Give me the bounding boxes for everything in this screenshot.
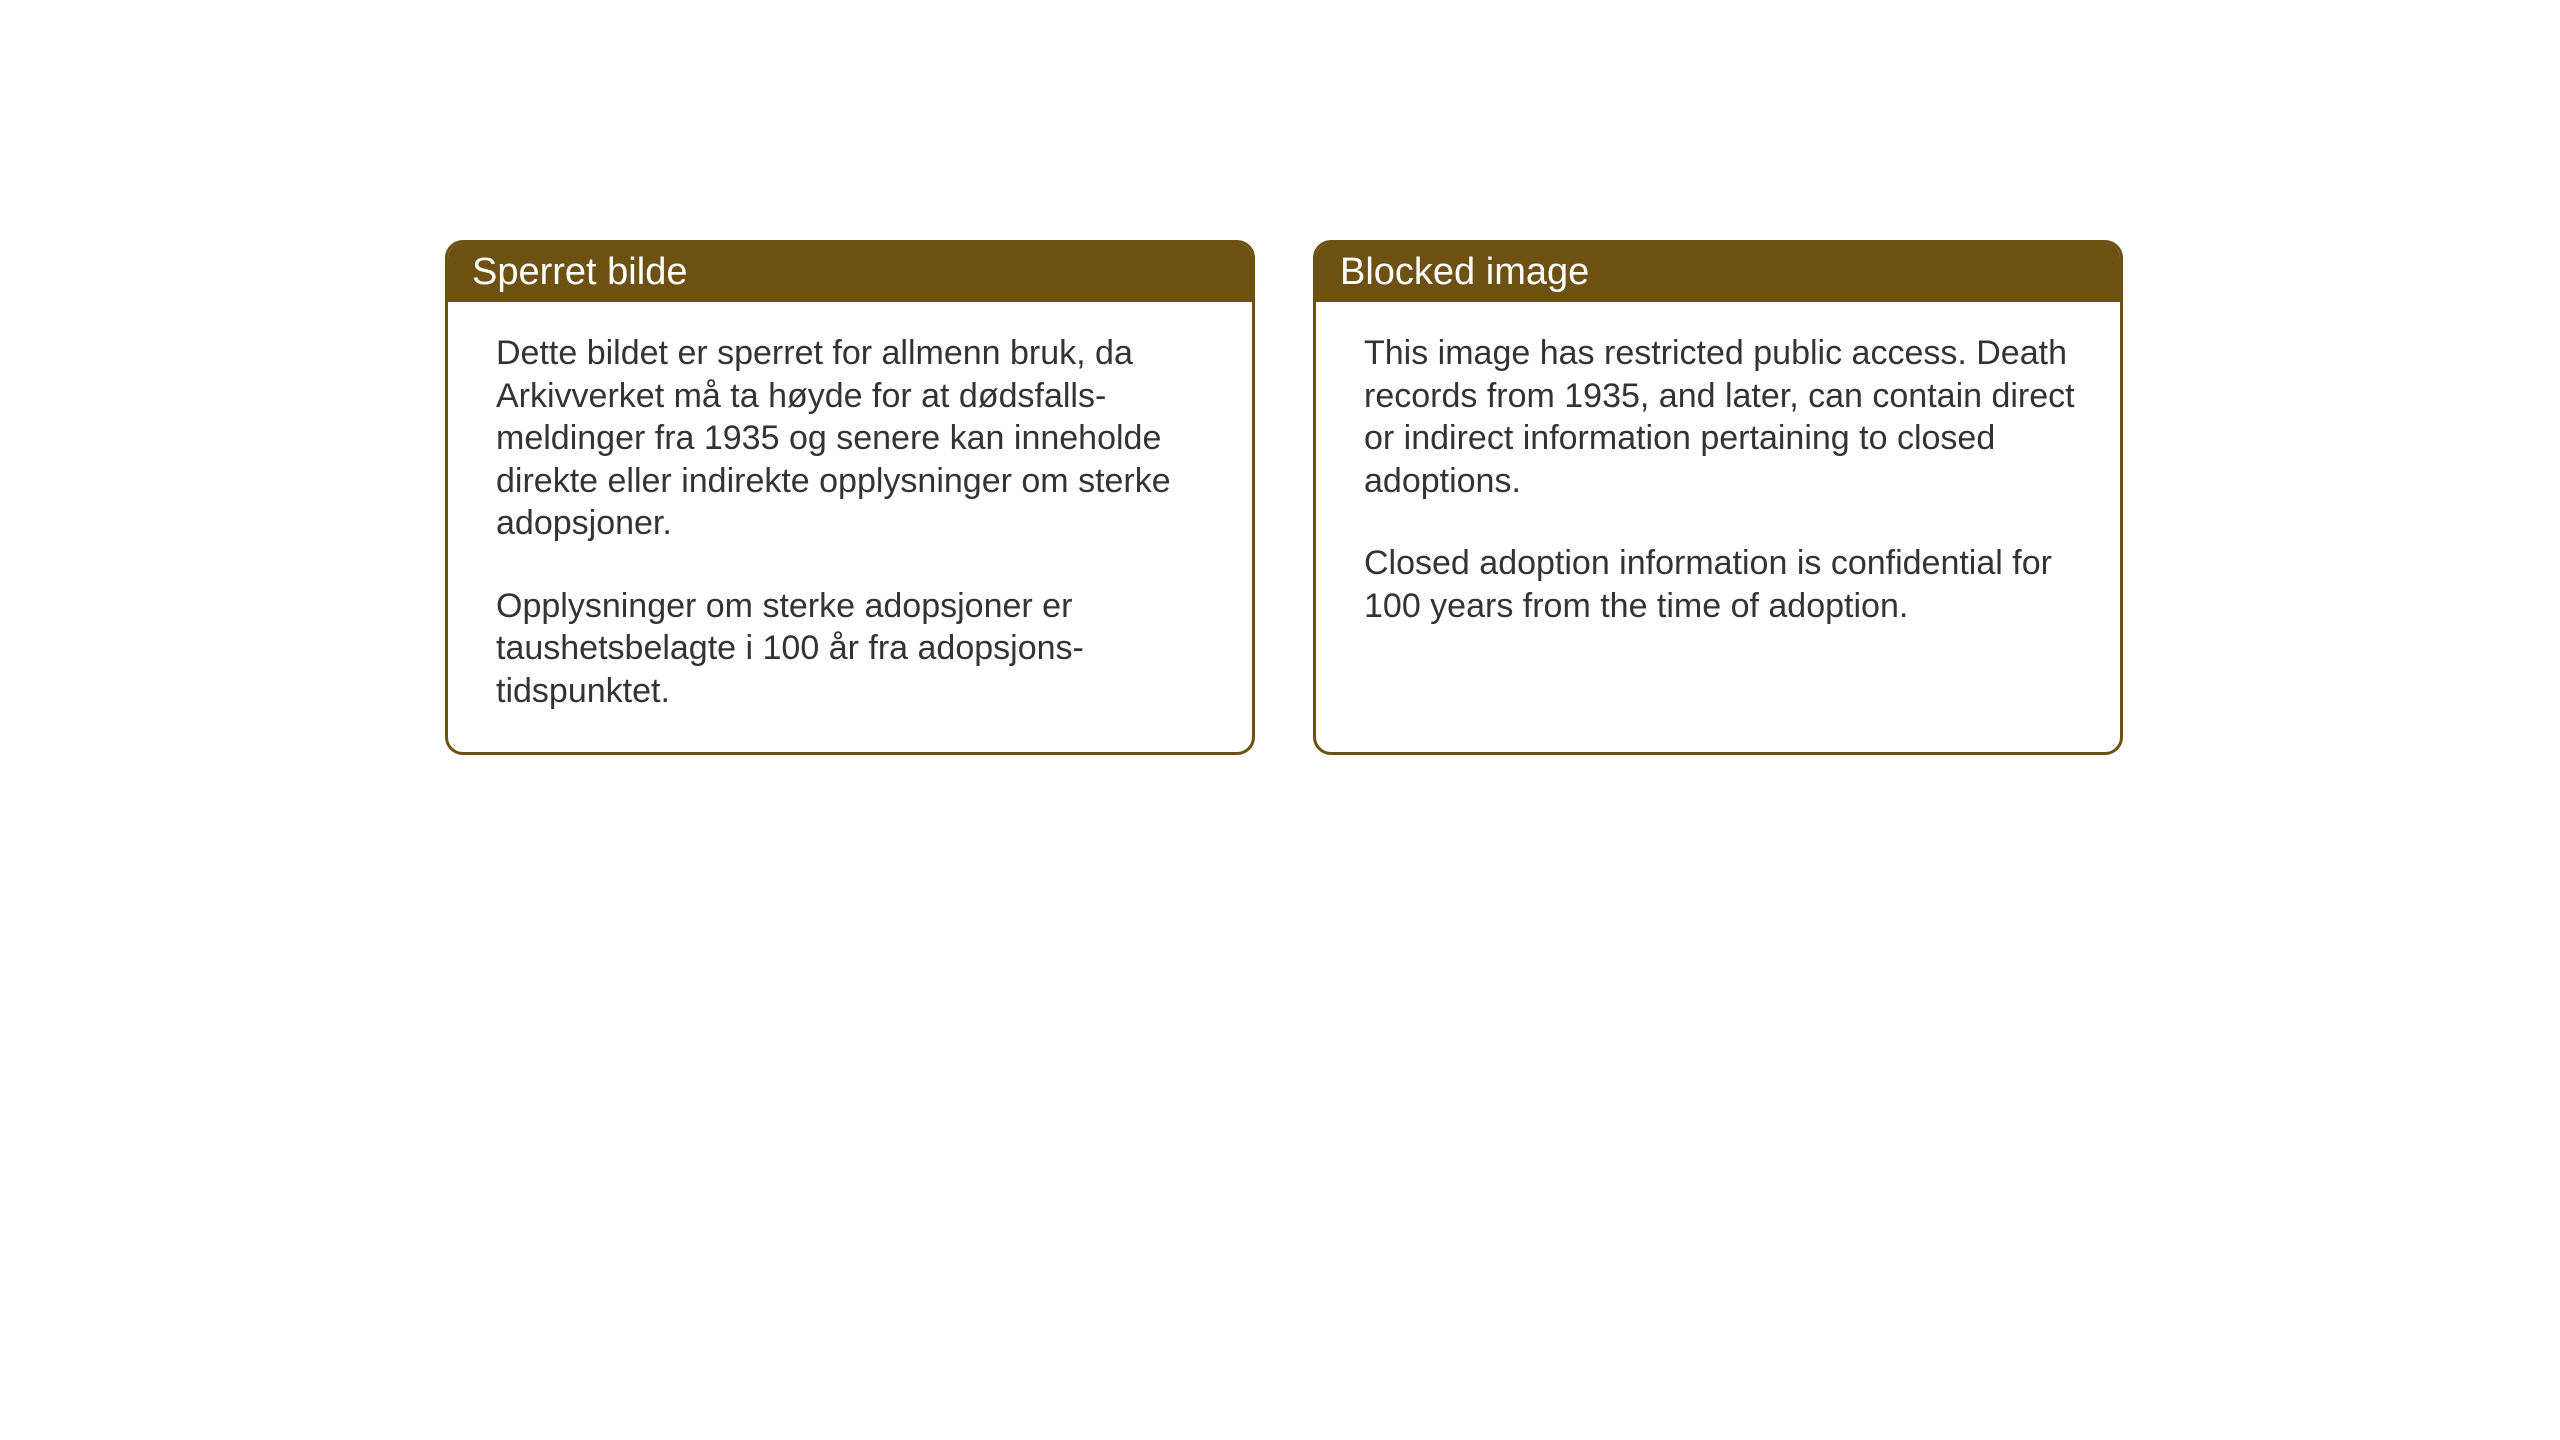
notice-body-english: This image has restricted public access.… (1316, 302, 2120, 667)
notice-body-norwegian: Dette bildet er sperret for allmenn bruk… (448, 302, 1252, 752)
notice-container: Sperret bilde Dette bildet er sperret fo… (445, 240, 2123, 755)
notice-title-english: Blocked image (1340, 251, 1589, 293)
notice-header-english: Blocked image (1316, 243, 2120, 302)
notice-box-english: Blocked image This image has restricted … (1313, 240, 2123, 755)
notice-paragraph: Closed adoption information is confident… (1364, 542, 2080, 627)
notice-paragraph: Opplysninger om sterke adopsjoner er tau… (496, 585, 1212, 713)
notice-paragraph: Dette bildet er sperret for allmenn bruk… (496, 332, 1212, 545)
notice-header-norwegian: Sperret bilde (448, 243, 1252, 302)
notice-paragraph: This image has restricted public access.… (1364, 332, 2080, 502)
notice-title-norwegian: Sperret bilde (472, 251, 687, 293)
notice-box-norwegian: Sperret bilde Dette bildet er sperret fo… (445, 240, 1255, 755)
